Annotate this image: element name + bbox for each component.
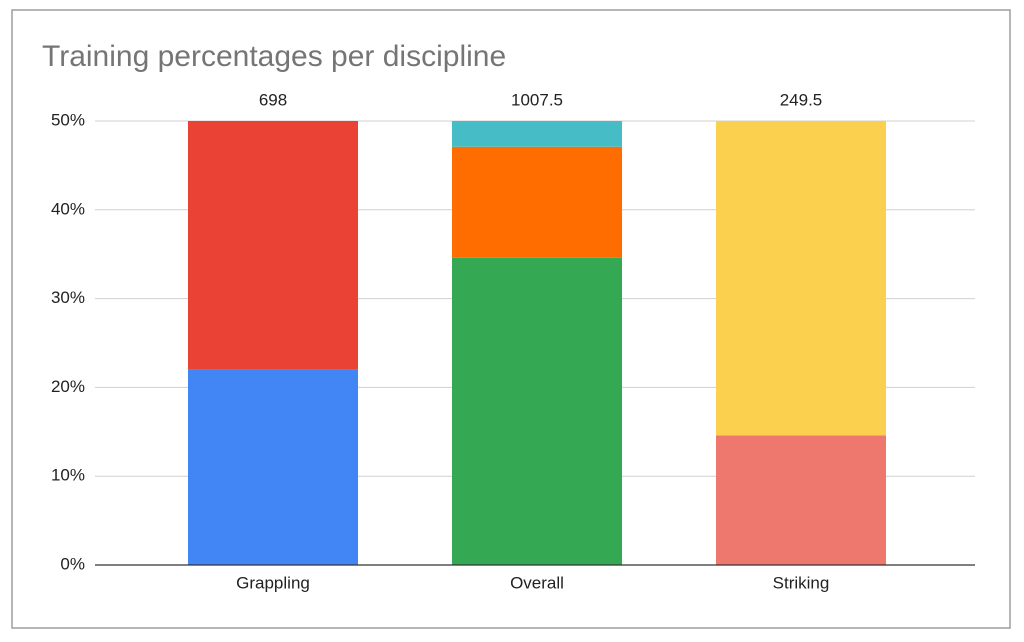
y-tick-label: 30% (51, 288, 85, 307)
y-tick-label: 0% (60, 554, 85, 573)
bar-segment (452, 121, 622, 147)
bar-segment (452, 257, 622, 565)
chart-title: Training percentages per discipline (42, 40, 506, 73)
bar-segment (188, 369, 358, 565)
y-tick-label: 50% (51, 110, 85, 129)
bar-segment (716, 121, 886, 436)
bar-segment (716, 435, 886, 565)
x-tick-label: Striking (773, 573, 830, 592)
total-label: 698 (259, 90, 287, 109)
bar-segment (452, 146, 622, 258)
y-tick-label: 10% (51, 466, 85, 485)
total-label: 249.5 (780, 90, 823, 109)
bar-segment (188, 121, 358, 370)
total-label: 1007.5 (511, 90, 563, 109)
y-tick-label: 20% (51, 377, 85, 396)
y-tick-label: 40% (51, 199, 85, 218)
x-tick-label: Overall (510, 573, 564, 592)
x-tick-label: Grappling (236, 573, 310, 592)
